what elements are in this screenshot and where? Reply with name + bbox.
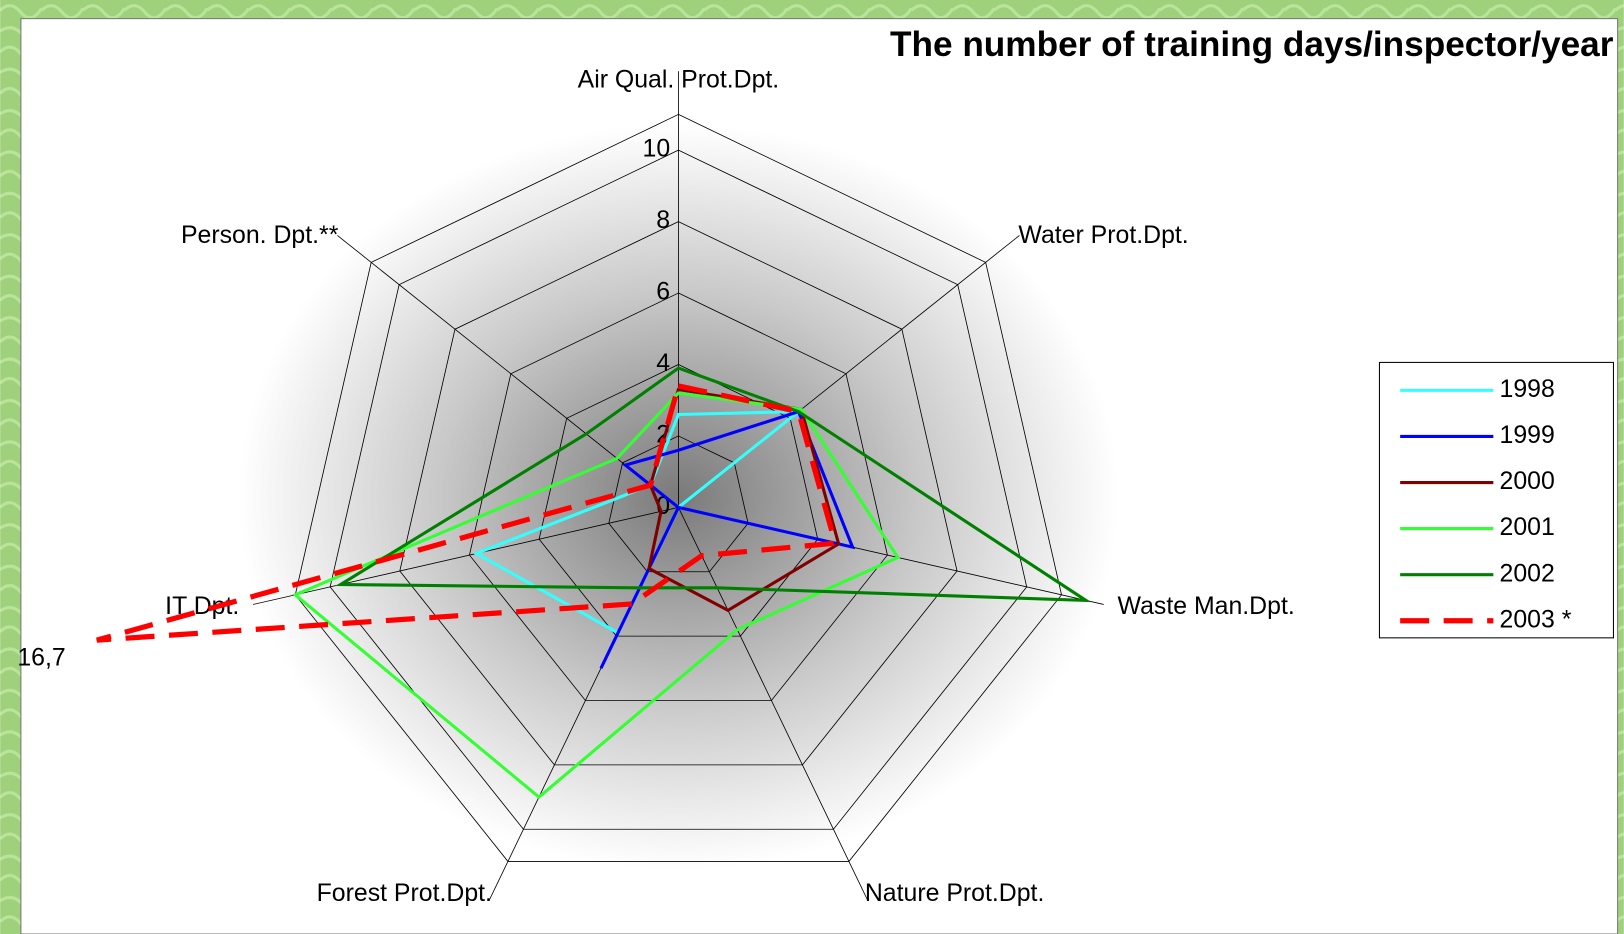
series-line (647, 387, 841, 613)
tick-label: 4 (656, 350, 670, 377)
legend (1378, 361, 1614, 639)
category-label: Waste Man.Dpt. (1118, 593, 1295, 620)
legend-label: 2001 (1500, 514, 1555, 541)
grid-ring (399, 221, 958, 766)
series-line (96, 382, 839, 643)
legend-label: 1999 (1500, 422, 1555, 449)
outer-ring (294, 113, 1062, 862)
value-label: 16,7 (17, 644, 65, 671)
legend-label: 2000 (1500, 468, 1555, 495)
grid-ring (329, 149, 1028, 830)
tick-label: 6 (656, 279, 670, 306)
grid-ring (608, 435, 749, 573)
legend-label: 1998 (1500, 376, 1555, 403)
series-line (335, 366, 1092, 603)
grid-ring (538, 364, 819, 637)
category-label: Nature Prot.Dpt. (865, 880, 1045, 907)
category-label: Forest Prot.Dpt. (317, 880, 492, 907)
category-label: Person. Dpt.** (181, 222, 339, 249)
chart-title: The number of training days/inspector/ye… (890, 25, 1614, 64)
axis-line (337, 235, 679, 508)
tick-label: 10 (642, 136, 670, 163)
axis-line (678, 507, 869, 901)
category-label: Air Qual. Prot.Dpt. (578, 66, 780, 93)
legend-label: 2002 (1500, 560, 1555, 587)
grid-ring (469, 292, 888, 701)
tick-label: 8 (656, 207, 670, 234)
legend-label: 2003 * (1500, 606, 1572, 633)
series-line (292, 391, 901, 800)
axis-line (253, 506, 679, 605)
category-label: Water Prot.Dpt. (1018, 222, 1188, 249)
